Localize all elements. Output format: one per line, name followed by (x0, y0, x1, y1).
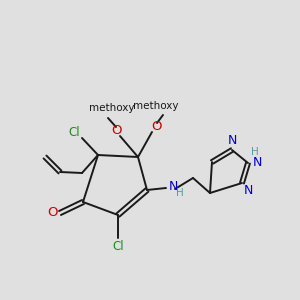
Text: O: O (152, 119, 162, 133)
Text: N: N (252, 157, 262, 169)
Text: O: O (48, 206, 58, 220)
Text: H: H (176, 188, 184, 198)
Text: N: N (227, 134, 237, 148)
Text: Cl: Cl (112, 241, 124, 254)
Text: methoxy: methoxy (89, 103, 135, 113)
Text: H: H (251, 147, 259, 157)
Text: methoxy: methoxy (100, 110, 106, 111)
Text: Cl: Cl (68, 125, 80, 139)
Text: methoxy: methoxy (133, 101, 179, 111)
Text: N: N (243, 184, 253, 196)
Text: N: N (169, 181, 178, 194)
Text: O: O (111, 124, 121, 136)
